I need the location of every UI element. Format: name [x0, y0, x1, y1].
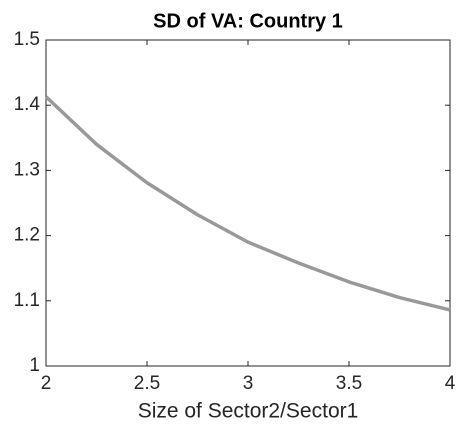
y-tick-label: 1.5: [14, 29, 40, 50]
x-axis-label: Size of Sector2/Sector1: [138, 400, 359, 423]
chart-title: SD of VA: Country 1: [153, 10, 343, 32]
line-series: [44, 95, 451, 312]
x-tick-label: 4: [445, 373, 456, 394]
y-tick-label: 1.1: [14, 290, 40, 311]
plot-frame: [45, 39, 451, 367]
y-tick-label: 1: [29, 355, 40, 376]
x-tick-label: 3.5: [336, 373, 362, 394]
x-tick-label: 2: [41, 373, 52, 394]
x-tick-label: 3: [243, 373, 254, 394]
y-tick-label: 1.4: [14, 94, 41, 115]
x-tick-label: 2.5: [134, 373, 160, 394]
y-tick-label: 1.3: [14, 159, 40, 180]
y-tick-label: 1.2: [14, 225, 40, 246]
